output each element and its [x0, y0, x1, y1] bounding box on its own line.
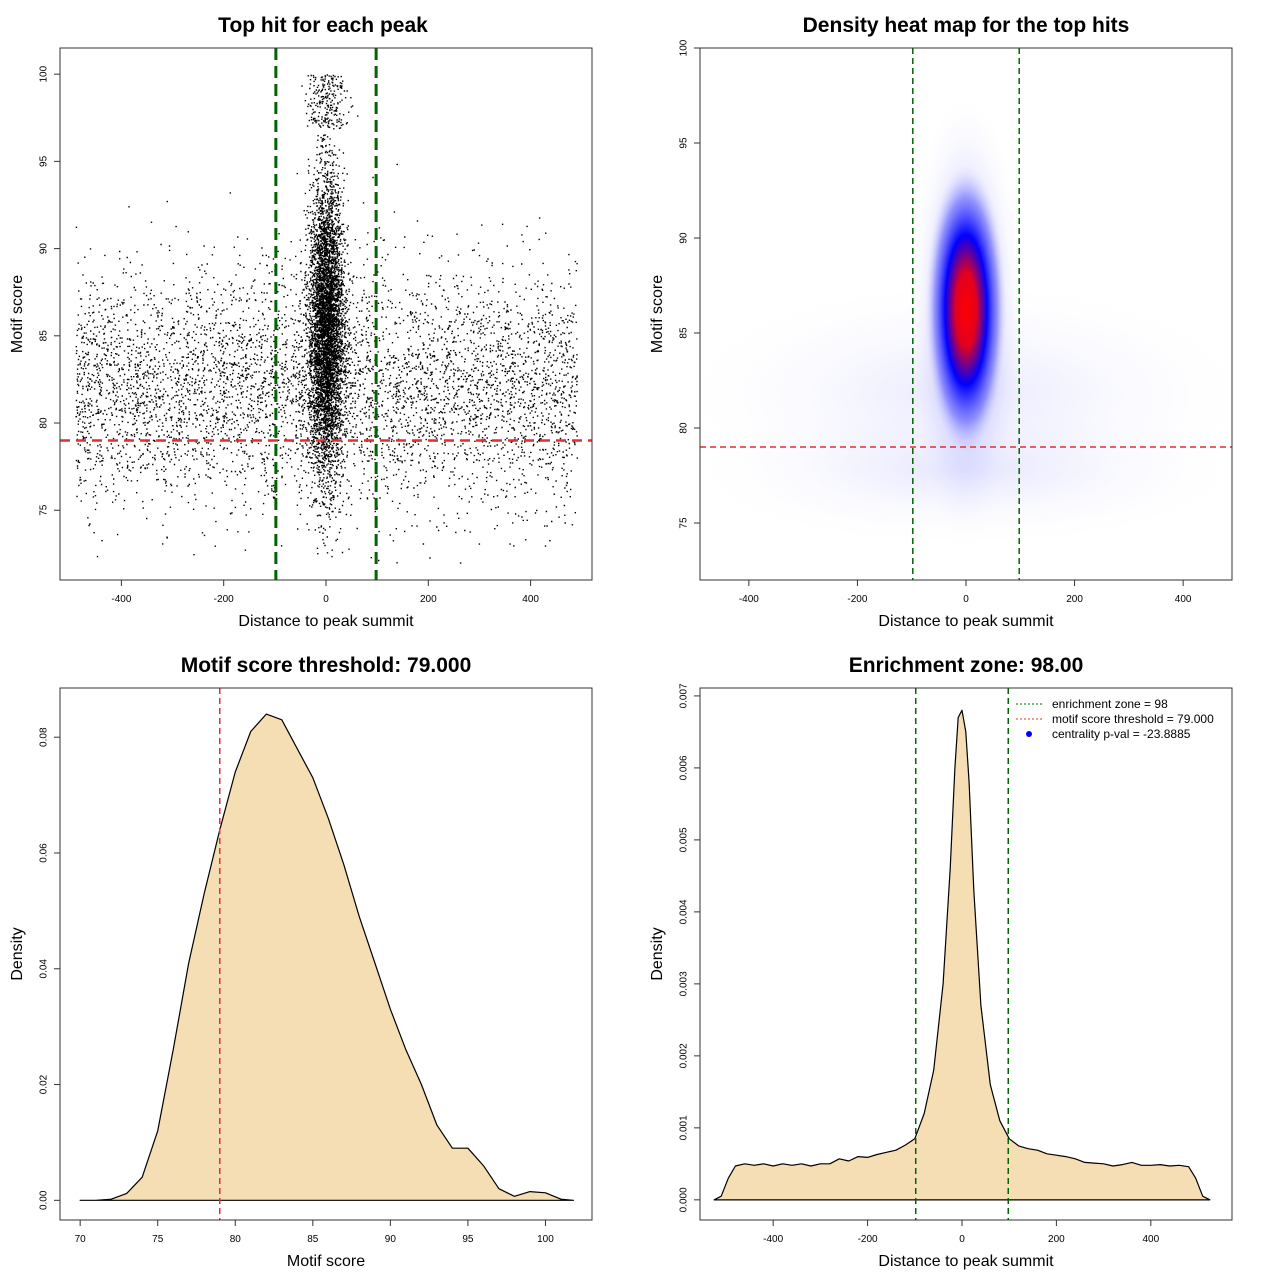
scatter-panel: Top hit for each peak -400 -200 0 200 400 75 8…: [9, 14, 593, 630]
x-tick-label: -400: [739, 594, 759, 605]
heatmap-xlabel: Distance to peak summit: [878, 613, 1054, 630]
y-tick-label: 0.000: [679, 1187, 690, 1212]
distance-density-title: Enrichment zone: 98.00: [849, 654, 1084, 677]
heatmap-panel: Density heat map for the top hits -400 -2…: [649, 14, 1233, 630]
legend: enrichment zone = 98 motif score thresho…: [1016, 697, 1214, 741]
y-tick-label: 0.005: [679, 827, 690, 852]
x-tick-label: 0: [323, 594, 329, 605]
y-tick-label: 100: [679, 39, 690, 56]
y-tick-label: 95: [39, 155, 50, 167]
distance-density-xlabel: Distance to peak summit: [878, 1253, 1054, 1270]
scatter-reference-lines: [60, 48, 592, 580]
x-tick-label: 400: [1142, 1234, 1159, 1245]
distance-density-area: [713, 709, 1211, 1201]
x-tick-label: 100: [537, 1234, 554, 1245]
x-tick-label: 70: [75, 1234, 87, 1245]
legend-swatch-pval: [1026, 731, 1032, 737]
heatmap-title: Density heat map for the top hits: [803, 14, 1130, 37]
y-tick-label: 85: [679, 327, 690, 339]
score-density-area: [79, 713, 574, 1201]
x-tick-label: 90: [385, 1234, 397, 1245]
heatmap-core: [924, 160, 1008, 460]
score-density-ylabel: Density: [9, 927, 26, 980]
distance-density-curve: [713, 709, 1211, 1201]
y-tick-label: 90: [39, 243, 50, 255]
x-tick-label: 80: [230, 1234, 242, 1245]
heatmap-reference-lines: [700, 48, 1232, 580]
scatter-xlabel: Distance to peak summit: [238, 613, 414, 630]
x-tick-label: 85: [307, 1234, 319, 1245]
distance-density-reference-lines: [914, 688, 1009, 1220]
x-tick-label: 75: [152, 1234, 164, 1245]
y-tick-label: 0.001: [679, 1115, 690, 1140]
x-tick-label: -400: [111, 594, 131, 605]
y-tick-label: 0.00: [39, 1190, 50, 1210]
legend-label-threshold: motif score threshold = 79.000: [1052, 712, 1214, 726]
distance-density-ylabel: Density: [649, 927, 666, 980]
scatter-title: Top hit for each peak: [218, 14, 428, 37]
heatmap-field: [700, 48, 1232, 580]
scatter-ticks: -400 -200 0 200 400 75 80 85 90 95 100: [39, 65, 540, 605]
x-tick-label: 200: [420, 594, 437, 605]
y-tick-label: 0.004: [679, 899, 690, 924]
x-tick-label: 200: [1048, 1234, 1065, 1245]
y-tick-label: 0.02: [39, 1074, 50, 1094]
y-tick-label: 0.06: [39, 843, 50, 863]
score-density-panel: Motif score threshold: 79.000 70 75 80 85 90…: [9, 654, 593, 1270]
x-tick-label: 200: [1066, 594, 1083, 605]
scatter-points: [75, 74, 579, 564]
y-tick-label: 0.08: [39, 727, 50, 747]
y-tick-label: 0.007: [679, 683, 690, 708]
x-tick-label: 0: [963, 594, 969, 605]
score-density-frame: [59, 687, 593, 1221]
scatter-point-cloud: [75, 74, 579, 564]
x-tick-label: -400: [763, 1234, 783, 1245]
x-tick-label: 400: [1175, 594, 1192, 605]
y-tick-label: 80: [39, 417, 50, 429]
score-density-title: Motif score threshold: 79.000: [181, 654, 472, 677]
y-tick-label: 0.002: [679, 1043, 690, 1068]
scatter-frame: [59, 47, 593, 581]
score-density-curve: [79, 713, 574, 1201]
x-tick-label: 95: [462, 1234, 474, 1245]
scatter-ylabel: Motif score: [9, 275, 26, 353]
x-tick-label: 400: [522, 594, 539, 605]
legend-label-pval: centrality p-val = -23.8885: [1052, 727, 1191, 741]
heatmap-ylabel: Motif score: [649, 275, 666, 353]
score-density-ticks: 70 75 80 85 90 95 100 0.00 0.02 0.04 0.06 0.08: [39, 727, 555, 1245]
y-tick-label: 75: [39, 504, 50, 516]
legend-label-enrichment: enrichment zone = 98: [1052, 697, 1168, 711]
distance-density-ticks: -400 -200 0 200 400 0.000 0.001 0.002 0.003 0.004…: [679, 683, 1160, 1245]
y-tick-label: 80: [679, 422, 690, 434]
x-tick-label: -200: [214, 594, 234, 605]
y-tick-label: 85: [39, 330, 50, 342]
x-tick-label: -200: [858, 1234, 878, 1245]
y-tick-label: 100: [39, 65, 50, 82]
heatmap-ticks: -400 -200 0 200 400 75 80 85 90 95 100: [679, 39, 1192, 605]
y-tick-label: 0.006: [679, 755, 690, 780]
y-tick-label: 75: [679, 517, 690, 529]
y-tick-label: 0.04: [39, 959, 50, 979]
distance-density-frame: [699, 687, 1233, 1221]
x-tick-label: 0: [959, 1234, 965, 1245]
y-tick-label: 95: [679, 137, 690, 149]
score-density-xlabel: Motif score: [287, 1253, 365, 1270]
y-tick-label: 0.003: [679, 971, 690, 996]
distance-density-panel: Enrichment zone: 98.00 -400 -200 0 200 400 0.…: [649, 654, 1233, 1270]
heatmap-frame: [699, 47, 1233, 581]
y-tick-label: 90: [679, 232, 690, 244]
x-tick-label: -200: [847, 594, 867, 605]
